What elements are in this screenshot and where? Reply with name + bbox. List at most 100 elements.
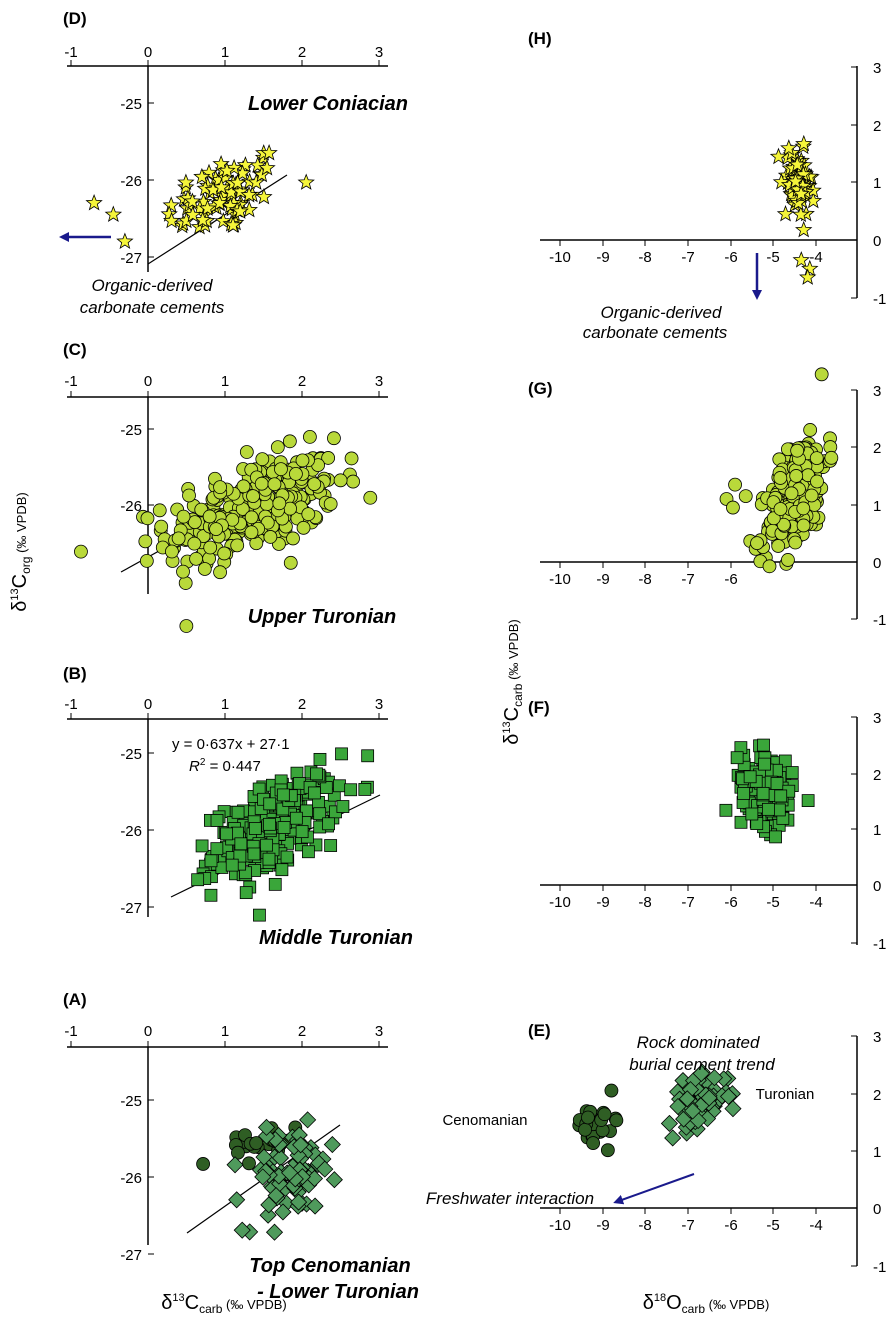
data-point-square bbox=[313, 807, 327, 821]
data-point-circle bbox=[600, 1143, 615, 1158]
data-point-circle bbox=[171, 531, 186, 546]
y-tick-label: -25 bbox=[120, 422, 142, 439]
data-point-square bbox=[276, 788, 290, 802]
y-tick-label: 3 bbox=[873, 710, 881, 727]
y-tick-label: -26 bbox=[120, 498, 142, 515]
data-point-star bbox=[780, 139, 798, 156]
data-point-circle bbox=[286, 531, 300, 546]
data-point-circle bbox=[609, 1113, 624, 1128]
data-point-circle bbox=[586, 1136, 601, 1150]
y-tick-label: -27 bbox=[120, 900, 142, 917]
data-point-circle bbox=[781, 553, 795, 567]
data-point-star bbox=[196, 179, 214, 197]
y-ticks-d: -25 -26 -27 bbox=[120, 96, 154, 267]
data-point-square bbox=[204, 854, 218, 868]
data-point-square bbox=[268, 877, 282, 891]
data-point-star bbox=[228, 173, 247, 191]
data-point-circle bbox=[249, 1136, 264, 1150]
data-point-star bbox=[255, 187, 273, 205]
x-tick-label: -5 bbox=[766, 1217, 779, 1234]
data-point-star bbox=[795, 134, 813, 152]
data-point-star bbox=[786, 172, 805, 190]
y-tick-label: 1 bbox=[873, 822, 881, 839]
x-ticks-b: -1 0 1 2 3 bbox=[64, 696, 383, 719]
era-label-c: Upper Turonian bbox=[248, 606, 397, 628]
panel-label-a: (A) bbox=[63, 990, 87, 1009]
data-point-star bbox=[198, 199, 217, 216]
x-tick-label: 1 bbox=[221, 696, 229, 713]
x-tick-label: -7 bbox=[681, 249, 694, 266]
era-label-d: Lower Coniacian bbox=[248, 93, 408, 115]
x-tick-label: 1 bbox=[221, 1023, 229, 1040]
y-tick-label: 0 bbox=[873, 878, 881, 895]
data-point-star bbox=[297, 173, 315, 190]
data-point-circle bbox=[295, 453, 310, 468]
data-point-circle bbox=[283, 555, 298, 570]
data-point-diamond bbox=[692, 1064, 710, 1083]
panel-label-e: (E) bbox=[528, 1021, 551, 1040]
trend-label-line1: Rock dominated bbox=[637, 1033, 760, 1052]
x-ticks-g: -10 -9 -8 -7 -6 bbox=[549, 562, 738, 588]
x-tick-label: -1 bbox=[64, 1023, 77, 1040]
data-point-circle bbox=[152, 503, 167, 518]
data-point-star bbox=[772, 173, 791, 190]
data-point-square bbox=[774, 789, 788, 803]
data-point-circle bbox=[138, 534, 153, 549]
data-point-square bbox=[801, 794, 815, 807]
data-point-star bbox=[218, 161, 236, 179]
data-point-star bbox=[224, 216, 242, 233]
left-y-axis-title: δ13Corg (‰ VPDB) bbox=[9, 492, 33, 611]
data-point-square bbox=[324, 839, 338, 852]
x-tick-label: -1 bbox=[64, 696, 77, 713]
data-point-circle bbox=[242, 1156, 256, 1171]
y-ticks-e: 3 2 1 0 -1 bbox=[851, 1029, 886, 1276]
data-point-diamond bbox=[306, 1197, 324, 1215]
data-point-diamond bbox=[323, 1135, 341, 1154]
data-points-g bbox=[719, 367, 839, 574]
x-tick-label: -9 bbox=[596, 894, 609, 911]
data-point-diamond bbox=[700, 1089, 718, 1107]
data-point-circle bbox=[244, 525, 259, 540]
data-point-square bbox=[220, 827, 233, 841]
data-point-square bbox=[734, 815, 748, 829]
panel-c: (C) -1 0 1 2 3 -25 -26 Upper Turonian bbox=[63, 340, 396, 633]
data-point-star bbox=[776, 205, 795, 222]
data-point-diamond bbox=[724, 1100, 742, 1118]
data-point-square bbox=[737, 787, 751, 800]
data-point-circle bbox=[790, 443, 805, 458]
data-point-circle bbox=[776, 517, 791, 532]
data-point-circle bbox=[139, 553, 154, 568]
x-tick-label: 1 bbox=[221, 44, 229, 61]
x-ticks-a: -1 0 1 2 3 bbox=[64, 1023, 383, 1047]
data-point-star bbox=[200, 163, 218, 181]
data-point-circle bbox=[187, 536, 202, 551]
data-point-square bbox=[277, 821, 291, 834]
y-tick-label: 3 bbox=[873, 1029, 881, 1046]
data-point-diamond bbox=[660, 1114, 678, 1133]
data-point-square bbox=[210, 842, 224, 856]
data-point-square bbox=[322, 817, 335, 831]
data-point-star bbox=[231, 182, 250, 199]
data-point-circle bbox=[197, 562, 212, 576]
data-point-circle bbox=[272, 496, 287, 511]
arrow-e bbox=[613, 1173, 695, 1205]
data-point-circle bbox=[176, 564, 190, 579]
data-point-circle bbox=[176, 509, 191, 524]
data-point-circle bbox=[217, 546, 232, 561]
y-tick-label: 0 bbox=[873, 1201, 881, 1218]
data-point-star bbox=[769, 147, 788, 165]
annotation-d-line2: carbonate cements bbox=[80, 298, 225, 317]
data-point-square bbox=[319, 781, 333, 794]
x-tick-label: -7 bbox=[681, 894, 694, 911]
data-point-square bbox=[730, 751, 744, 765]
x-tick-label: -10 bbox=[549, 894, 571, 911]
x-ticks-e: -10 -9 -8 -7 -6 -5 -4 bbox=[549, 1208, 823, 1234]
data-point-diamond bbox=[274, 1203, 292, 1221]
x-tick-label: 0 bbox=[144, 696, 152, 713]
y-tick-label: 0 bbox=[873, 233, 881, 250]
data-point-star bbox=[212, 178, 231, 195]
panel-h: (H) -10 -9 -8 -7 -6 -5 -4 3 2 1 bbox=[528, 29, 886, 342]
x-tick-label: 3 bbox=[375, 44, 383, 61]
era-label-b: Middle Turonian bbox=[259, 927, 413, 949]
data-point-circle bbox=[209, 522, 223, 536]
